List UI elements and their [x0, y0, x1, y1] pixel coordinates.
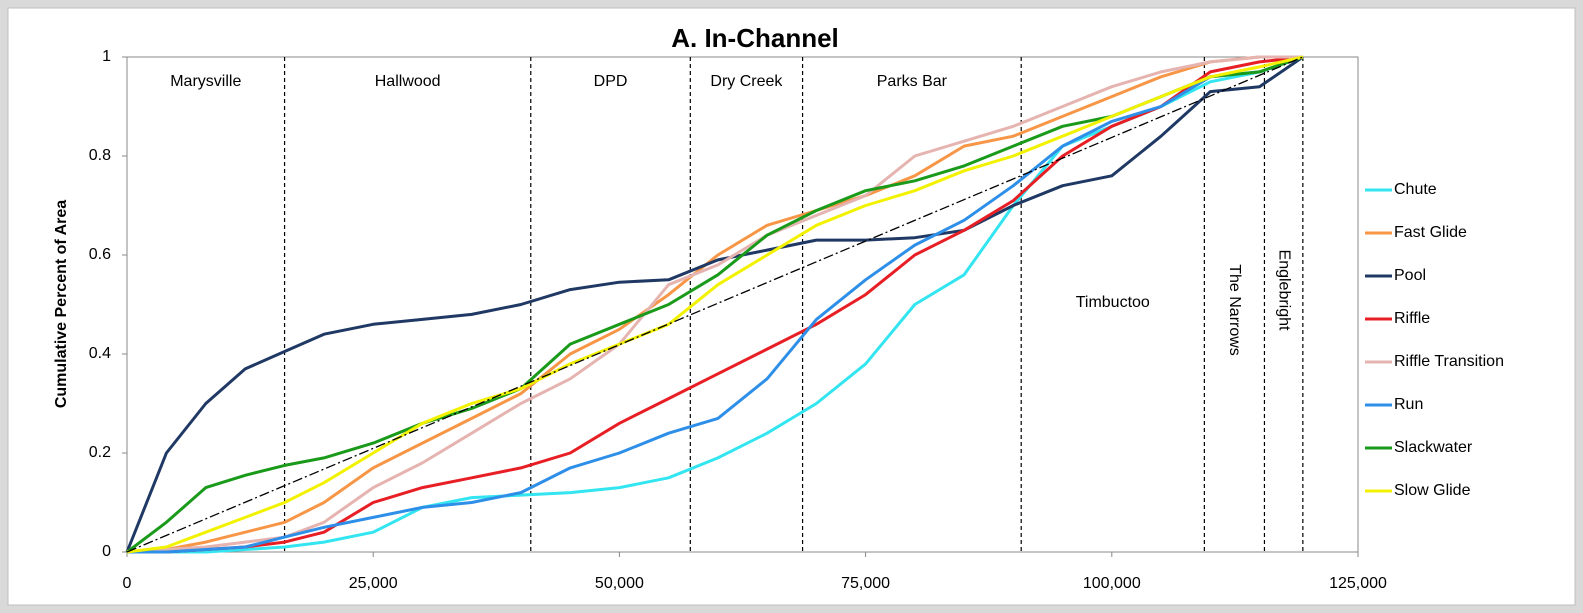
legend-label: Riffle [1394, 310, 1430, 327]
x-tick-label: 50,000 [595, 575, 644, 592]
region-label: Parks Bar [877, 73, 948, 90]
region-label: DPD [594, 73, 628, 90]
chart-background [7, 7, 1576, 606]
chart-title: A. In-Channel [671, 23, 839, 53]
region-label: Timbuctoo [1076, 294, 1150, 311]
region-label: The Narrows [1226, 264, 1243, 356]
series-line [125, 55, 1304, 553]
plot-area [126, 56, 1359, 553]
region-label: Englebright [1275, 250, 1292, 332]
x-tick-label: 0 [123, 575, 132, 592]
x-tick-label: 100,000 [1083, 575, 1141, 592]
x-tick-label: 25,000 [349, 575, 398, 592]
y-tick-label: 0.8 [89, 147, 111, 164]
y-tick-label: 0.2 [89, 444, 111, 461]
legend-label: Chute [1394, 181, 1437, 198]
legend-label: Riffle Transition [1394, 353, 1504, 370]
x-tick-label: 75,000 [841, 575, 890, 592]
legend-label: Slackwater [1394, 439, 1473, 456]
series-line [126, 55, 1304, 554]
x-tick-label: 125,000 [1329, 575, 1387, 592]
reference-line [126, 56, 1304, 553]
series-line [127, 55, 1304, 554]
series-line [127, 55, 1304, 554]
legend-label: Slow Glide [1394, 482, 1471, 499]
region-label: Hallwood [375, 73, 441, 90]
legend-label: Fast Glide [1394, 224, 1467, 241]
y-tick-label: 0.4 [89, 345, 111, 362]
y-tick-label: 0.6 [89, 246, 111, 263]
region-label: Marysville [170, 73, 241, 90]
legend-label: Pool [1394, 267, 1426, 284]
region-label: Dry Creek [710, 73, 783, 90]
series-line [126, 55, 1304, 554]
y-tick-label: 1 [102, 48, 111, 65]
legend-label: Run [1394, 396, 1423, 413]
y-axis-label: Cumulative Percent of Area [53, 200, 70, 408]
y-tick-label: 0 [102, 543, 111, 560]
